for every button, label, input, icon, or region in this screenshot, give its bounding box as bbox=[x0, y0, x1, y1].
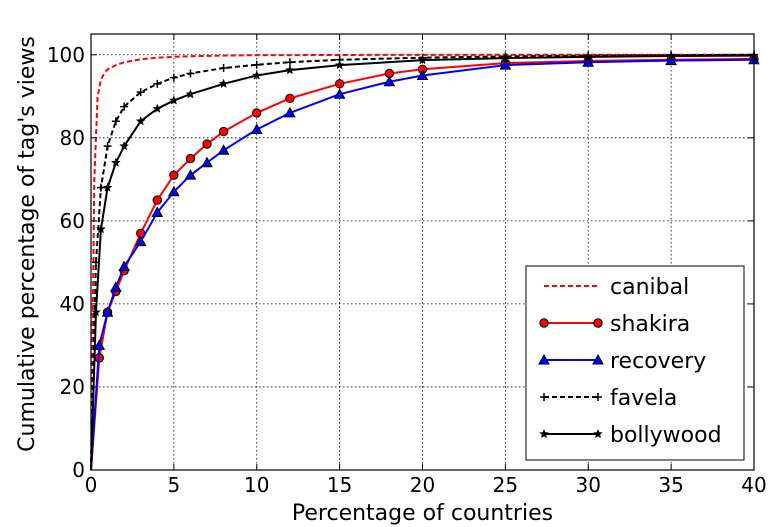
data-point bbox=[136, 88, 145, 97]
data-point bbox=[285, 58, 294, 67]
data-point bbox=[416, 69, 429, 81]
legend-marker bbox=[538, 353, 550, 365]
axis-ticks: 0 5 10 15 20 25 30 35 40 0 20 40 60 80 100 bbox=[47, 34, 767, 497]
data-point bbox=[95, 223, 106, 234]
data-point bbox=[582, 56, 595, 67]
series-recovery bbox=[90, 53, 760, 471]
legend-item-recovery: recovery bbox=[538, 349, 706, 374]
x-tick-label: 0 bbox=[85, 473, 98, 497]
data-point bbox=[153, 79, 162, 88]
data-point bbox=[110, 281, 122, 292]
data-point bbox=[186, 69, 195, 78]
data-point bbox=[284, 106, 296, 118]
legend-label: shakira bbox=[610, 312, 690, 337]
legend-item-bollywood: bollywood bbox=[539, 423, 722, 448]
data-point bbox=[118, 260, 130, 272]
legend-marker bbox=[540, 393, 548, 401]
series-canibal bbox=[90, 53, 754, 471]
y-tick-label: 80 bbox=[60, 126, 85, 150]
data-point bbox=[102, 182, 113, 192]
data-point bbox=[168, 185, 180, 197]
data-point bbox=[334, 59, 345, 70]
data-point bbox=[252, 60, 261, 69]
data-point bbox=[103, 142, 112, 151]
data-point bbox=[152, 103, 163, 113]
x-tick-label: 30 bbox=[576, 473, 601, 497]
x-axis-label: Percentage of countries bbox=[292, 501, 553, 526]
data-point bbox=[111, 117, 120, 126]
legend-label: canibal bbox=[610, 275, 689, 300]
legend-label: recovery bbox=[610, 349, 706, 374]
legend-box bbox=[525, 265, 745, 461]
y-tick-label: 60 bbox=[60, 209, 85, 233]
data-point bbox=[169, 170, 179, 180]
data-point bbox=[101, 306, 114, 317]
legend-marker bbox=[539, 428, 549, 439]
series-bollywood bbox=[90, 50, 759, 471]
data-point bbox=[252, 108, 262, 118]
y-tick-label: 40 bbox=[60, 292, 85, 316]
data-point bbox=[217, 144, 230, 155]
x-tick-label: 20 bbox=[410, 473, 435, 497]
data-point bbox=[500, 52, 511, 63]
x-tick-label: 40 bbox=[741, 473, 766, 497]
legend-marker bbox=[592, 353, 604, 365]
data-point bbox=[218, 126, 229, 137]
data-point bbox=[151, 206, 164, 218]
x-tick-label: 15 bbox=[327, 473, 352, 497]
data-point bbox=[285, 93, 295, 104]
legend-marker bbox=[594, 393, 602, 401]
data-point bbox=[135, 115, 146, 126]
data-point bbox=[152, 195, 163, 205]
data-point bbox=[119, 140, 130, 151]
data-point bbox=[666, 50, 677, 61]
data-point bbox=[333, 88, 346, 99]
data-point bbox=[185, 89, 196, 99]
legend-marker bbox=[593, 428, 603, 439]
data-point bbox=[334, 79, 345, 89]
data-point bbox=[120, 102, 129, 111]
data-point bbox=[499, 59, 512, 70]
legend-item-canibal: canibal bbox=[544, 275, 689, 300]
legend-item-favela: favela bbox=[540, 386, 677, 411]
legend: canibal shakira recovery favela bollywood bbox=[525, 265, 745, 461]
legend-marker bbox=[539, 318, 549, 328]
data-point bbox=[169, 73, 178, 82]
legend-item-shakira: shakira bbox=[539, 312, 690, 337]
data-point bbox=[91, 307, 101, 317]
x-tick-label: 10 bbox=[244, 473, 269, 497]
data-point bbox=[202, 139, 212, 149]
data-point bbox=[110, 157, 121, 167]
data-point bbox=[184, 169, 197, 180]
legend-marker bbox=[593, 318, 603, 328]
data-point bbox=[96, 183, 105, 192]
y-tick-label: 0 bbox=[72, 458, 85, 482]
legend-label: favela bbox=[610, 386, 677, 411]
data-point bbox=[417, 54, 428, 65]
data-point bbox=[284, 64, 295, 75]
data-point bbox=[93, 339, 106, 350]
data-point bbox=[201, 156, 213, 168]
data-point bbox=[185, 153, 196, 164]
x-tick-label: 5 bbox=[168, 473, 181, 497]
data-point bbox=[251, 70, 262, 80]
x-tick-label: 25 bbox=[493, 473, 518, 497]
y-tick-label: 100 bbox=[47, 43, 85, 67]
y-axis-label: Cumulative percentage of tag's views bbox=[15, 36, 40, 452]
series-line-canibal bbox=[90, 53, 754, 471]
data-point bbox=[383, 75, 396, 87]
y-tick-label: 20 bbox=[60, 375, 85, 399]
data-point bbox=[134, 235, 147, 247]
data-point bbox=[218, 78, 229, 89]
data-point bbox=[250, 123, 263, 135]
data-point bbox=[219, 64, 228, 73]
data-point bbox=[168, 95, 179, 105]
data-point bbox=[583, 51, 594, 62]
data-point bbox=[665, 54, 677, 66]
x-tick-label: 35 bbox=[658, 473, 683, 497]
legend-label: bollywood bbox=[610, 423, 722, 448]
series-layer bbox=[90, 50, 760, 471]
